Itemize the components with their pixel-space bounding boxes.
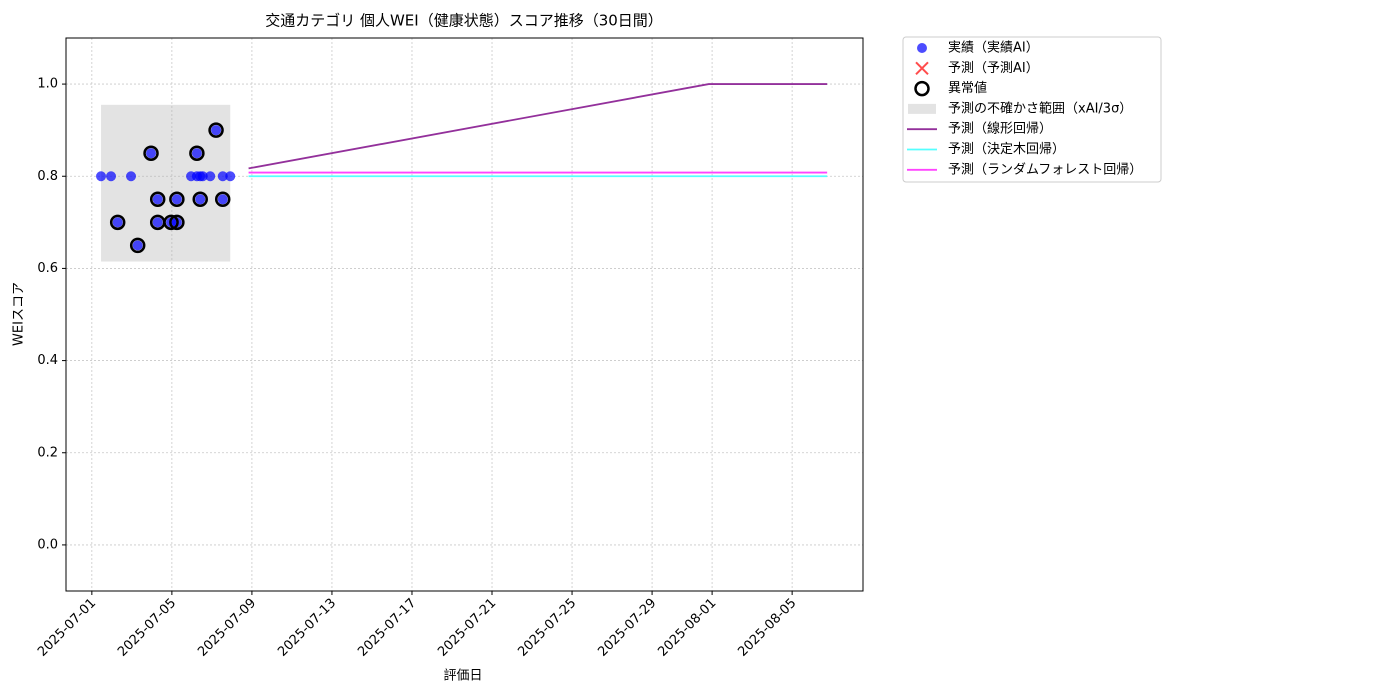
- data-point: [96, 171, 107, 182]
- data-point: [211, 125, 222, 136]
- anomaly-marker: [109, 214, 126, 231]
- y-tick-label: 0.6: [37, 261, 58, 276]
- legend-symbol: [917, 43, 927, 53]
- legend-symbol: [915, 61, 929, 76]
- x-tick-label: 2025-07-17: [355, 596, 419, 660]
- legend-label: 実績（実績AI）: [948, 40, 1039, 56]
- legend-label: 予測（決定木回帰）: [948, 141, 1065, 157]
- legend-label: 異常値: [948, 80, 987, 96]
- y-tick-label: 0.4: [37, 353, 58, 368]
- plot-frame: [65, 37, 864, 592]
- x-tick-label: 2025-07-01: [35, 596, 99, 660]
- anomaly-marker: [149, 191, 166, 208]
- chart-title: 交通カテゴリ 個人WEI（健康状態）スコア推移（30日間）: [265, 12, 663, 30]
- legend-label: 予測（予測AI）: [948, 61, 1039, 76]
- legend-symbol: [914, 80, 930, 97]
- data-point: [171, 194, 182, 205]
- legend-label: 予測（ランダムフォレスト回帰）: [948, 161, 1142, 177]
- y-tick-label: 0.2: [37, 445, 58, 460]
- data-point: [197, 171, 208, 182]
- anomaly-marker: [169, 214, 185, 231]
- y-tick-label: 0.8: [37, 169, 58, 184]
- anomaly-marker: [208, 122, 224, 138]
- anomaly-marker: [169, 191, 185, 208]
- x-tick-label: 2025-07-29: [595, 596, 659, 660]
- prediction-line: [248, 83, 828, 170]
- y-tick-label: 0.0: [37, 537, 58, 552]
- data-point: [152, 194, 163, 205]
- x-tick-label: 2025-07-21: [435, 596, 499, 660]
- data-point: [195, 194, 206, 205]
- anomaly-marker: [214, 191, 231, 208]
- data-point: [152, 217, 163, 228]
- data-point: [106, 171, 117, 182]
- anomaly-marker: [129, 237, 146, 254]
- data-point: [205, 171, 216, 182]
- data-point: [225, 171, 236, 182]
- data-point: [217, 171, 228, 182]
- anomaly-marker: [143, 145, 159, 161]
- x-tick-label: 2025-07-25: [515, 596, 579, 660]
- x-tick-label: 2025-07-13: [275, 596, 339, 660]
- data-point: [126, 171, 137, 182]
- x-tick-label: 2025-08-01: [655, 596, 719, 660]
- x-tick-label: 2025-08-05: [735, 596, 799, 660]
- x-tick-label: 2025-07-09: [195, 596, 259, 660]
- data-point: [146, 148, 157, 159]
- data-point: [132, 240, 143, 251]
- data-point: [191, 148, 202, 159]
- legend-box: [902, 36, 1162, 183]
- anomaly-marker: [192, 191, 208, 208]
- y-axis-label: WEIスコア: [12, 282, 27, 346]
- anomaly-marker: [163, 214, 179, 231]
- data-point: [217, 194, 228, 205]
- legend-symbol: [908, 103, 936, 114]
- x-axis-label: 評価日: [443, 669, 482, 684]
- y-tick-label: 1.0: [37, 77, 58, 92]
- legend-label: 予測（線形回帰）: [948, 121, 1052, 137]
- legend-label: 予測の不確かさ範囲（xAI/3σ）: [948, 100, 1132, 116]
- data-point: [112, 217, 123, 228]
- x-tick-label: 2025-07-05: [115, 596, 179, 660]
- anomaly-marker: [189, 145, 205, 161]
